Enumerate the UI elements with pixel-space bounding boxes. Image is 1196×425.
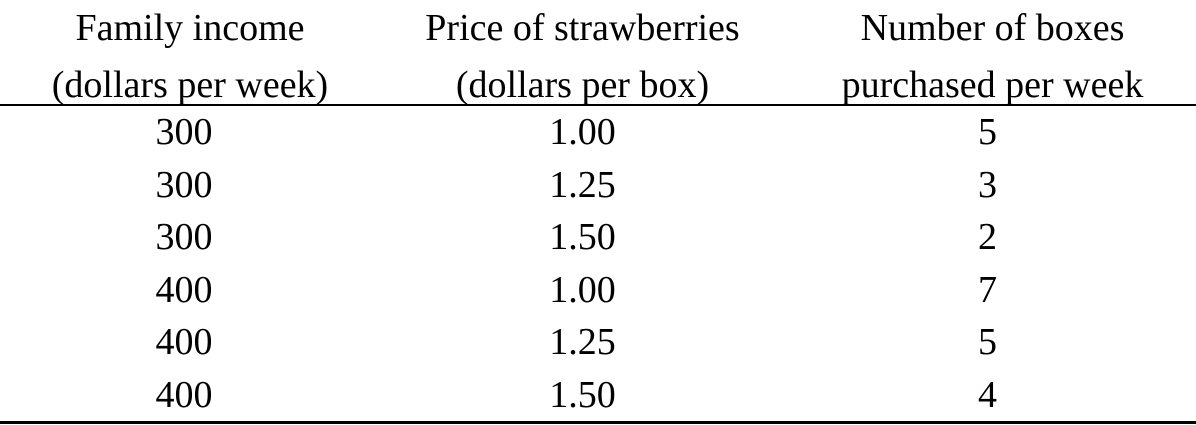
header-line: Family income (75, 7, 305, 49)
cell-income: 300 (155, 163, 213, 206)
table-body: 300 1.00 5 300 1.25 3 300 1.50 2 400 1.0… (0, 106, 1196, 421)
table-row: 300 1.50 2 (0, 211, 1196, 264)
cell-boxes: 3 (978, 163, 997, 206)
cell-boxes: 4 (978, 373, 997, 416)
cell-boxes: 5 (978, 111, 997, 153)
cell-price: 1.00 (549, 111, 616, 153)
cell-income: 400 (155, 373, 213, 416)
header-line: (dollars per box) (455, 64, 710, 106)
cell-boxes: 7 (978, 268, 997, 311)
table-header: Family income (dollars per week) Price o… (0, 0, 1196, 106)
table-row: 400 1.00 7 (0, 264, 1196, 317)
table-row: 300 1.00 5 (0, 106, 1196, 159)
table-row: 400 1.25 5 (0, 316, 1196, 369)
header-line: Price of strawberries (425, 7, 740, 49)
cell-price: 1.50 (549, 216, 616, 258)
cell-price: 1.50 (549, 373, 616, 416)
header-divider (0, 104, 1196, 106)
header-boxes-purchased: Number of boxes purchased per week (795, 0, 1190, 114)
table-row: 300 1.25 3 (0, 159, 1196, 212)
cell-price: 1.25 (549, 321, 616, 363)
bottom-rule (0, 421, 1196, 424)
cell-income: 300 (155, 111, 213, 153)
header-family-income: Family income (dollars per week) (0, 0, 380, 114)
cell-price: 1.00 (549, 268, 616, 311)
cell-income: 300 (155, 216, 213, 258)
cell-income: 400 (155, 268, 213, 311)
cell-income: 400 (155, 321, 213, 363)
cell-boxes: 5 (978, 321, 997, 363)
header-price: Price of strawberries (dollars per box) (385, 0, 780, 114)
header-line: (dollars per week) (51, 64, 329, 106)
cell-price: 1.25 (549, 163, 616, 206)
header-line: Number of boxes (860, 7, 1125, 49)
table-row: 400 1.50 4 (0, 369, 1196, 422)
cell-boxes: 2 (978, 216, 997, 258)
header-line: purchased per week (841, 64, 1144, 106)
